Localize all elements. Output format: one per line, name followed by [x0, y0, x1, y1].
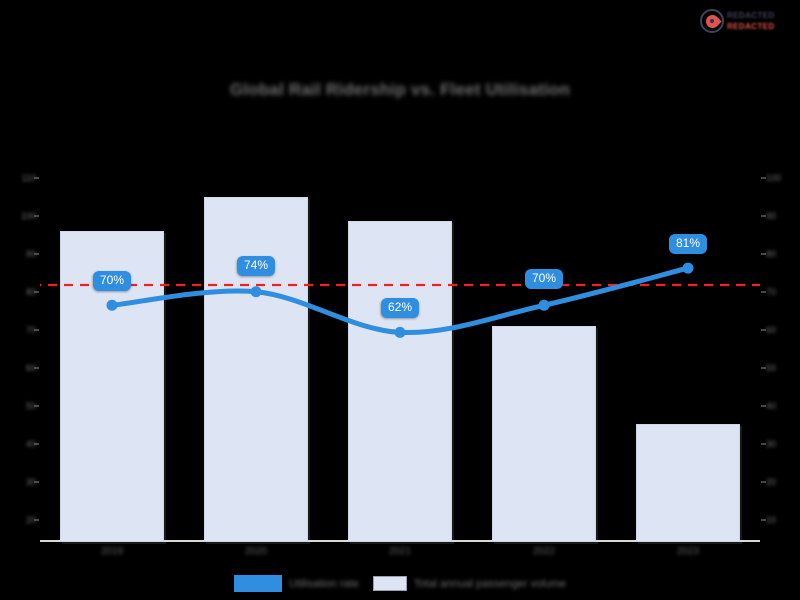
y-tick-right-6: 40: [766, 401, 777, 411]
chart-legend: Utilisation rate Total annual passenger …: [0, 575, 800, 592]
y-tick-right-0: 100: [766, 173, 782, 183]
y-tick-right-2: 80: [766, 249, 777, 259]
y-tick-right-4: 60: [766, 325, 777, 335]
y-tick-left-1: 100: [20, 211, 36, 221]
y-tick-mark-left-1: [34, 215, 39, 217]
y-tick-right-7: 30: [766, 439, 777, 449]
y-tick-right-8: 20: [766, 477, 777, 487]
x-tick-2020: 2020: [244, 546, 268, 557]
y-tick-mark-right-2: [761, 253, 766, 255]
line-point-2019[interactable]: [106, 299, 118, 311]
x-tick-2019: 2019: [100, 546, 124, 557]
y-tick-mark-right-7: [761, 443, 766, 445]
brand-logo-text: REDACTED REDACTED: [727, 11, 775, 31]
y-tick-mark-right-6: [761, 405, 766, 407]
line-point-2021[interactable]: [394, 326, 406, 338]
y-tick-mark-left-3: [34, 291, 39, 293]
x-tick-2021: 2021: [388, 546, 412, 557]
brand-logo-line2: REDACTED: [727, 22, 775, 31]
line-point-2020[interactable]: [250, 286, 262, 298]
y-tick-left-9: 20: [25, 515, 36, 525]
plot-area: [40, 170, 760, 542]
data-label-2019: 70%: [92, 271, 132, 292]
bar-2022[interactable]: [492, 325, 596, 542]
legend-item-line[interactable]: Utilisation rate: [234, 575, 359, 592]
data-label-2023: 81%: [668, 234, 708, 255]
bar-2020[interactable]: [204, 197, 308, 542]
y-tick-left-3: 80: [25, 287, 36, 297]
y-tick-mark-right-4: [761, 329, 766, 331]
legend-label-bar: Total annual passenger volume: [413, 577, 566, 590]
y-tick-mark-left-9: [34, 519, 39, 521]
y-tick-mark-right-8: [761, 481, 766, 483]
y-tick-right-9: 10: [766, 515, 777, 525]
y-tick-right-5: 50: [766, 363, 777, 373]
y-tick-left-5: 60: [25, 363, 36, 373]
legend-swatch-bar-icon: [372, 576, 407, 591]
y-tick-left-6: 50: [25, 401, 36, 411]
y-tick-mark-right-9: [761, 519, 766, 521]
line-point-2023[interactable]: [682, 262, 694, 274]
y-tick-left-4: 70: [25, 325, 36, 335]
y-tick-mark-right-3: [761, 291, 766, 293]
flower-circle-icon: [700, 9, 724, 33]
brand-logo-line1: REDACTED: [727, 11, 775, 20]
y-tick-mark-left-4: [34, 329, 39, 331]
y-tick-left-8: 30: [25, 477, 36, 487]
y-tick-mark-left-2: [34, 253, 39, 255]
y-tick-mark-left-7: [34, 443, 39, 445]
data-label-2020: 74%: [236, 255, 276, 276]
y-tick-left-7: 40: [25, 439, 36, 449]
y-tick-mark-right-0: [761, 177, 766, 179]
legend-item-bar[interactable]: Total annual passenger volume: [372, 576, 566, 591]
y-tick-left-2: 90: [25, 249, 36, 259]
y-tick-mark-right-1: [761, 215, 766, 217]
y-tick-mark-left-0: [34, 177, 39, 179]
y-tick-mark-right-5: [761, 367, 766, 369]
y-tick-right-1: 90: [766, 211, 777, 221]
bar-2023[interactable]: [636, 423, 740, 542]
y-tick-mark-left-8: [34, 481, 39, 483]
y-tick-right-3: 70: [766, 287, 777, 297]
x-tick-2023: 2023: [676, 546, 700, 557]
x-tick-2022: 2022: [532, 546, 556, 557]
line-series-svg: [40, 262, 760, 338]
data-label-2021: 62%: [380, 298, 420, 319]
bar-2021[interactable]: [348, 220, 452, 542]
y-tick-mark-left-6: [34, 405, 39, 407]
line-point-2022[interactable]: [538, 299, 550, 311]
chart-title: Global Rail Ridership vs. Fleet Utilisat…: [229, 80, 571, 99]
legend-swatch-line-icon: [234, 575, 283, 592]
brand-logo: REDACTED REDACTED: [700, 6, 792, 36]
y-tick-mark-left-5: [34, 367, 39, 369]
legend-label-line: Utilisation rate: [289, 577, 359, 590]
y-tick-left-0: 110: [21, 173, 36, 183]
data-label-2022: 70%: [524, 269, 564, 290]
